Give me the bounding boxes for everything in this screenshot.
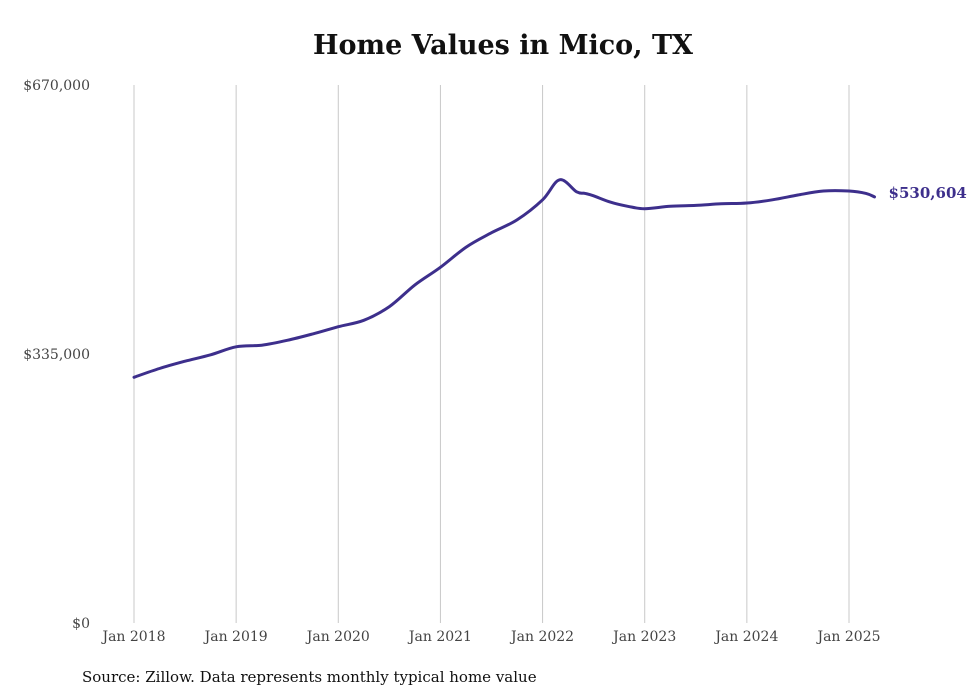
- x-tick-label: Jan 2024: [713, 629, 778, 645]
- home-value-line: [132, 178, 876, 379]
- x-tick-label: Jan 2025: [815, 629, 880, 645]
- vertical-gridlines: [133, 85, 850, 623]
- series-layer: [132, 178, 876, 379]
- end-value-label: $530,604: [889, 184, 967, 202]
- x-tick-label: Jan 2019: [203, 629, 268, 645]
- source-note: Source: Zillow. Data represents monthly …: [82, 668, 537, 686]
- chart-title: Home Values in Mico, TX: [312, 30, 694, 61]
- y-tick-label: $335,000: [23, 347, 90, 363]
- y-axis-ticks: $0 $335,000 $670,000: [23, 78, 90, 632]
- x-axis-ticks: Jan 2018 Jan 2019 Jan 2020 Jan 2021 Jan 2022…: [100, 629, 880, 645]
- end-label-layer: $530,604: [889, 184, 967, 202]
- x-tick-label: Jan 2018: [100, 629, 165, 645]
- x-tick-label: Jan 2022: [509, 629, 574, 645]
- x-tick-label: Jan 2021: [407, 629, 472, 645]
- y-tick-label: $670,000: [23, 78, 90, 94]
- x-tick-label: Jan 2020: [305, 629, 370, 645]
- y-tick-label: $0: [72, 616, 90, 632]
- x-tick-label: Jan 2023: [611, 629, 676, 645]
